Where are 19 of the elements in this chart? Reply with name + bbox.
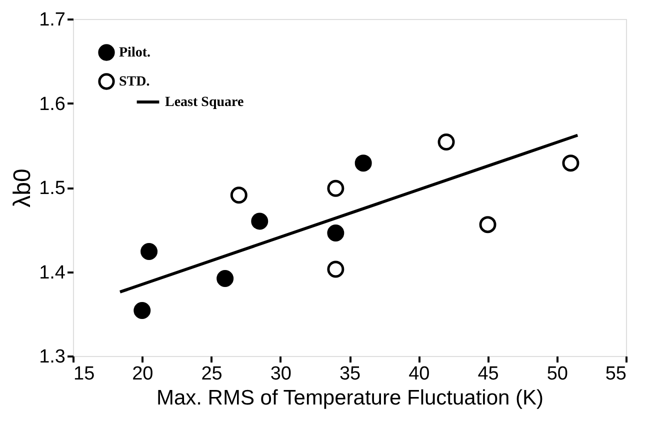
y-tick-label: 1.6 [39,94,66,115]
legend-label: STD. [119,74,150,90]
y-tick-label: 1.4 [39,262,66,284]
y-axis-title: λb0 [9,168,36,208]
x-tick-label: 45 [478,364,499,384]
x-tick-label: 30 [270,364,292,384]
x-tick-label: 50 [546,364,568,384]
x-tick-label: 25 [201,364,222,384]
y-tick-label: 1.3 [39,346,66,368]
x-tick-label: 40 [408,364,430,384]
y-tick-label: 1.7 [39,10,66,30]
x-tick-label: 35 [339,364,361,384]
y-tick-label: 1.5 [39,178,66,199]
x-tick-label: 15 [74,364,95,384]
legend-label: Least Square [165,95,244,110]
legend-label: Pilot. [119,46,150,60]
x-tick-label: 55 [605,364,626,384]
x-tick-label: 20 [132,364,154,384]
x-axis-title: Max. RMS of Temperature Fluctuation (K) [156,386,544,410]
